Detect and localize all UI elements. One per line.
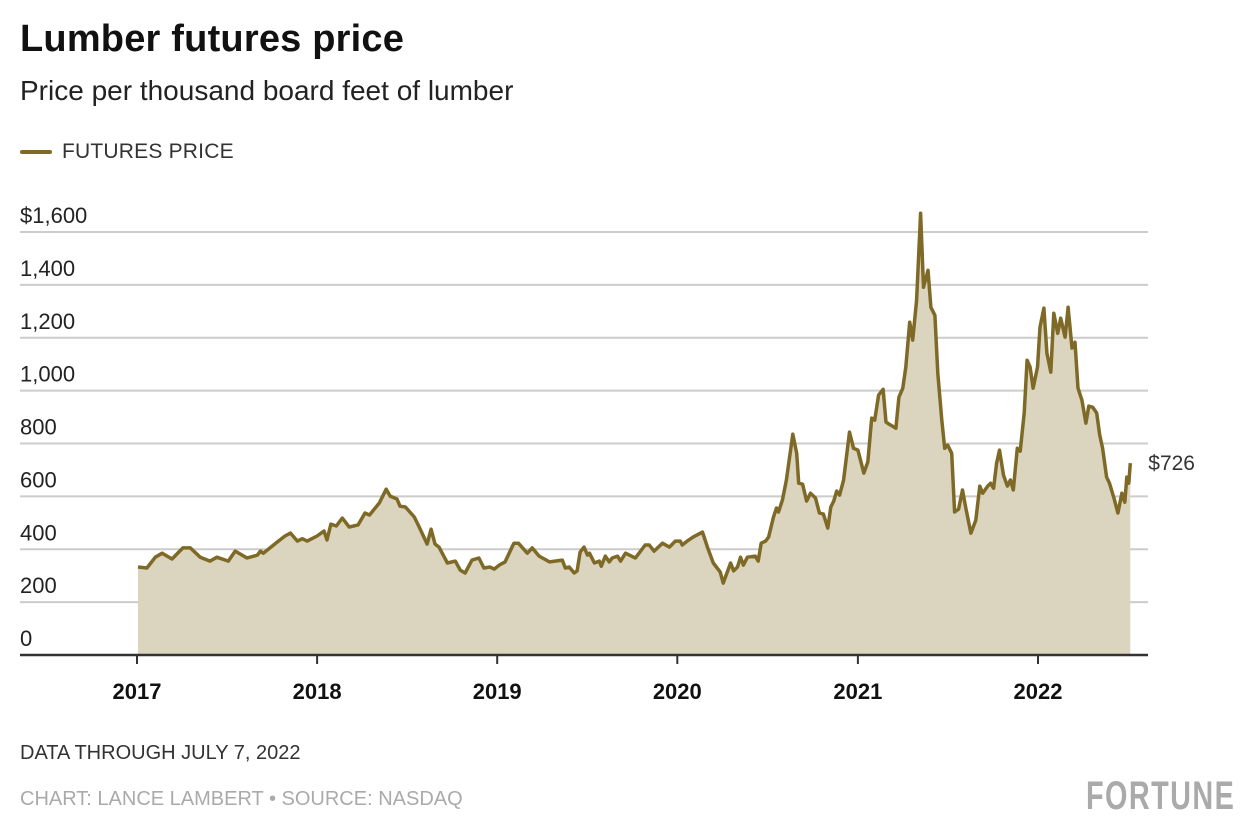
- y-tick-label: 400: [20, 520, 57, 545]
- y-tick-label: 600: [20, 467, 57, 492]
- legend-label: FUTURES PRICE: [62, 140, 234, 163]
- fortune-logo: FORTUNE: [1086, 774, 1236, 818]
- x-tick-label: 2018: [293, 679, 342, 704]
- y-tick-label: 1,000: [20, 362, 75, 387]
- data-through-note: DATA THROUGH JULY 7, 2022: [20, 742, 301, 764]
- x-tick-label: 2019: [473, 679, 522, 704]
- chart-title: Lumber futures price: [20, 18, 405, 60]
- y-tick-label: 1,400: [20, 256, 75, 281]
- chart-subtitle: Price per thousand board feet of lumber: [20, 75, 514, 106]
- end-value-label: $726: [1148, 452, 1195, 475]
- x-tick-label: 2020: [653, 679, 702, 704]
- y-axis-labels: 0 200 400 600 800 1,000 1,200 1,400 $1,600: [20, 203, 87, 651]
- x-tick-label: 2022: [1014, 679, 1063, 704]
- credit-line: CHART: LANCE LAMBERT • SOURCE: NASDAQ: [20, 788, 463, 810]
- y-tick-label: 800: [20, 415, 57, 440]
- y-tick-label: 0: [20, 626, 32, 651]
- y-tick-label: $1,600: [20, 203, 87, 228]
- y-tick-label: 200: [20, 573, 57, 598]
- legend-line-swatch: [20, 150, 52, 154]
- y-tick-label: 1,200: [20, 309, 75, 334]
- x-tick-label: 2017: [113, 679, 162, 704]
- price-line: [137, 211, 1133, 585]
- price-area-fill: [138, 213, 1131, 655]
- x-axis-ticks: 2017 2018 2019 2020 2021 2022: [113, 655, 1063, 704]
- x-tick-label: 2021: [833, 679, 882, 704]
- legend: FUTURES PRICE: [20, 140, 234, 164]
